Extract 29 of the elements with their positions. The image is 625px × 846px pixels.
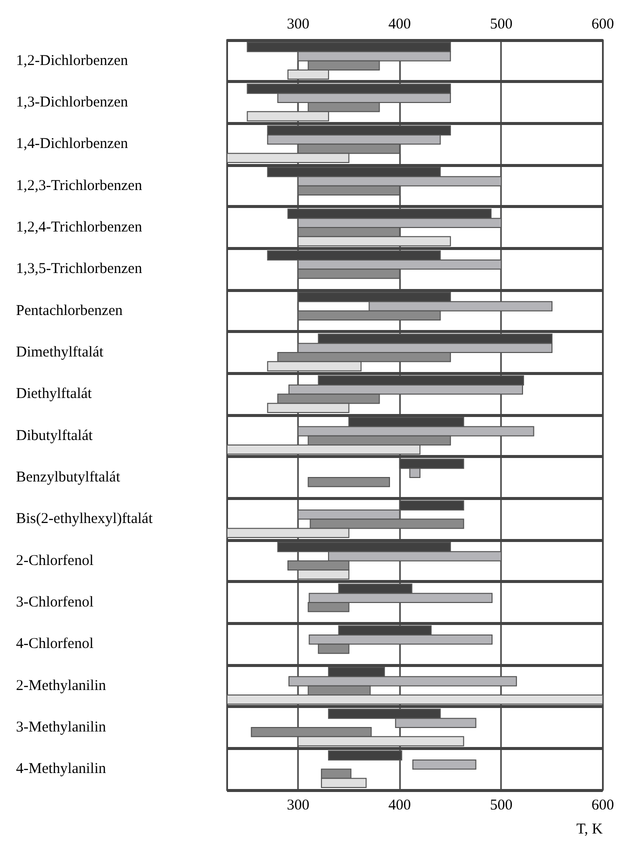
y-tick-label: 3-Methylanilin (16, 720, 106, 736)
x-tick-label: 600 (592, 798, 614, 814)
y-tick-label: 1,2,3-Trichlorbenzen (16, 178, 143, 194)
x2-tick-label: 600 (592, 16, 614, 32)
y-tick-label: 2-Methylanilin (16, 678, 106, 694)
y-tick-label: 4-Methylanilin (16, 761, 106, 778)
y-tick-label: 2-Chlorfenol (16, 552, 94, 569)
x2-tick-label: 400 (388, 16, 411, 32)
y-tick-label: 1,2-Dichlorbenzen (16, 52, 129, 69)
y-tick-label: Pentachlorbenzen (16, 302, 124, 319)
bar (412, 760, 476, 770)
y-tick-label: Diethylftalát (16, 386, 93, 402)
y-tick-label: 3-Chlorfenol (16, 594, 94, 610)
y-tick-label: 4-Chlorfenol (16, 636, 94, 652)
x-tick-label: 300 (286, 798, 310, 814)
y-tick-label: Dimethylftalát (16, 344, 104, 360)
y-tick-label: Dibutylftalát (16, 428, 94, 444)
x-tick-label: 500 (490, 798, 512, 814)
y-tick-label: 1,4-Dichlorbenzen (16, 136, 129, 152)
y-tick-label: 1,3-Dichlorbenzen (16, 94, 129, 110)
x2-tick-label: 500 (490, 16, 512, 32)
y-tick-label: Bis(2-ethylhexyl)ftalát (16, 511, 154, 528)
y-tick-label: 1,3,5-Trichlorbenzen (16, 261, 143, 278)
y-tick-label: Benzylbutylftalát (16, 470, 121, 486)
x-axis-title: T, K (576, 822, 603, 838)
x2-tick-label: 300 (286, 16, 310, 32)
x-tick-label: 400 (388, 798, 411, 814)
y-tick-label: 1,2,4-Trichlorbenzen (16, 220, 143, 236)
bar (308, 477, 390, 488)
